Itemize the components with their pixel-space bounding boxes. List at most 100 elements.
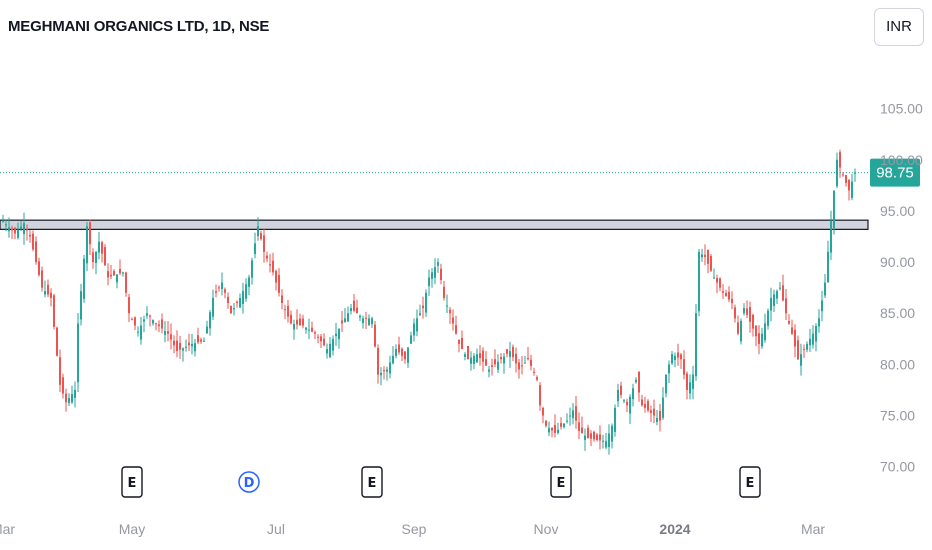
candle-body — [701, 254, 703, 258]
candle-body — [725, 292, 727, 297]
candle — [218, 285, 220, 292]
dividend-marker[interactable]: D — [238, 471, 260, 493]
time-axis[interactable]: Mar May Jul Sep Nov 2024 Mar — [0, 521, 825, 537]
candle — [719, 277, 721, 292]
candle — [572, 403, 574, 425]
candle-body — [611, 425, 613, 442]
candle-body — [770, 297, 772, 311]
candle — [191, 333, 193, 355]
candle — [176, 330, 178, 358]
candle-body — [110, 274, 112, 277]
candle — [497, 354, 499, 374]
candle — [689, 374, 691, 400]
candle — [62, 373, 64, 399]
candle — [329, 336, 331, 359]
candle — [629, 394, 631, 425]
candle — [299, 313, 301, 326]
candle-body — [296, 319, 298, 325]
candle — [737, 315, 739, 336]
candle-body — [350, 308, 352, 312]
candle — [89, 219, 91, 255]
candle-body — [233, 308, 235, 310]
candle-body — [263, 235, 265, 252]
candle-body — [17, 230, 19, 238]
candle — [92, 248, 94, 269]
candle — [563, 422, 565, 429]
candle — [626, 398, 628, 412]
candle-body — [122, 272, 124, 274]
candle — [803, 344, 805, 358]
candle-body — [824, 282, 826, 296]
currency-button[interactable]: INR — [874, 8, 924, 46]
candle-body — [809, 338, 811, 346]
earnings-marker[interactable]: E — [550, 466, 572, 498]
candle-body — [596, 434, 598, 441]
candle — [257, 217, 259, 241]
candle-body — [104, 247, 106, 266]
candle-body — [269, 264, 271, 266]
candle — [830, 210, 832, 260]
candle — [587, 424, 589, 439]
earnings-marker[interactable]: E — [121, 466, 143, 498]
candle-body — [194, 343, 196, 352]
candle-body — [791, 327, 793, 334]
candle-body — [692, 374, 694, 389]
candle-body — [260, 233, 262, 240]
candle-body — [773, 294, 775, 306]
candle-body — [206, 326, 208, 334]
candle-body — [50, 292, 52, 298]
candle — [2, 214, 4, 223]
candle-body — [314, 332, 316, 334]
candle-body — [794, 329, 796, 347]
candle — [710, 254, 712, 273]
price-axis[interactable]: 105.00 100.00 95.00 90.00 85.00 80.00 75.00 70.… — [880, 101, 923, 475]
candle — [494, 349, 496, 367]
candle-body — [698, 251, 700, 312]
candle — [464, 352, 466, 361]
candle-body — [761, 333, 763, 347]
earnings-marker-box — [121, 466, 143, 498]
candle — [833, 190, 835, 235]
candle — [200, 337, 202, 344]
candle-body — [200, 339, 202, 342]
candle — [50, 288, 52, 307]
candle-body — [218, 287, 220, 289]
candle — [653, 399, 655, 424]
candle — [779, 281, 781, 291]
candle — [71, 385, 73, 404]
candle — [296, 309, 298, 330]
candle-body — [428, 277, 430, 287]
candle — [485, 351, 487, 366]
candle — [236, 300, 238, 308]
y-tick-label: 85.00 — [880, 305, 915, 321]
candle-body — [506, 349, 508, 354]
x-tick-label: Nov — [534, 521, 559, 537]
candle — [227, 292, 229, 309]
candle-body — [53, 295, 55, 327]
candle — [107, 263, 109, 286]
candle-body — [731, 298, 733, 304]
candle-body — [644, 403, 646, 408]
candle — [11, 225, 13, 240]
candle — [785, 289, 787, 320]
candle-body — [581, 427, 583, 434]
candle-body — [305, 327, 307, 330]
candle — [809, 328, 811, 352]
earnings-marker[interactable]: E — [739, 466, 761, 498]
candle — [758, 325, 760, 355]
candle-body — [623, 400, 625, 402]
candle — [122, 271, 124, 277]
candle — [635, 377, 637, 384]
candle — [17, 222, 19, 240]
candle — [110, 265, 112, 280]
candle — [608, 424, 610, 455]
candle — [584, 428, 586, 451]
earnings-marker[interactable]: E — [361, 466, 383, 498]
candle — [848, 179, 850, 201]
candle — [404, 350, 406, 364]
candle-body — [704, 254, 706, 257]
candle — [674, 352, 676, 368]
candle — [275, 269, 277, 291]
candle — [707, 249, 709, 274]
candle-body — [20, 226, 22, 230]
